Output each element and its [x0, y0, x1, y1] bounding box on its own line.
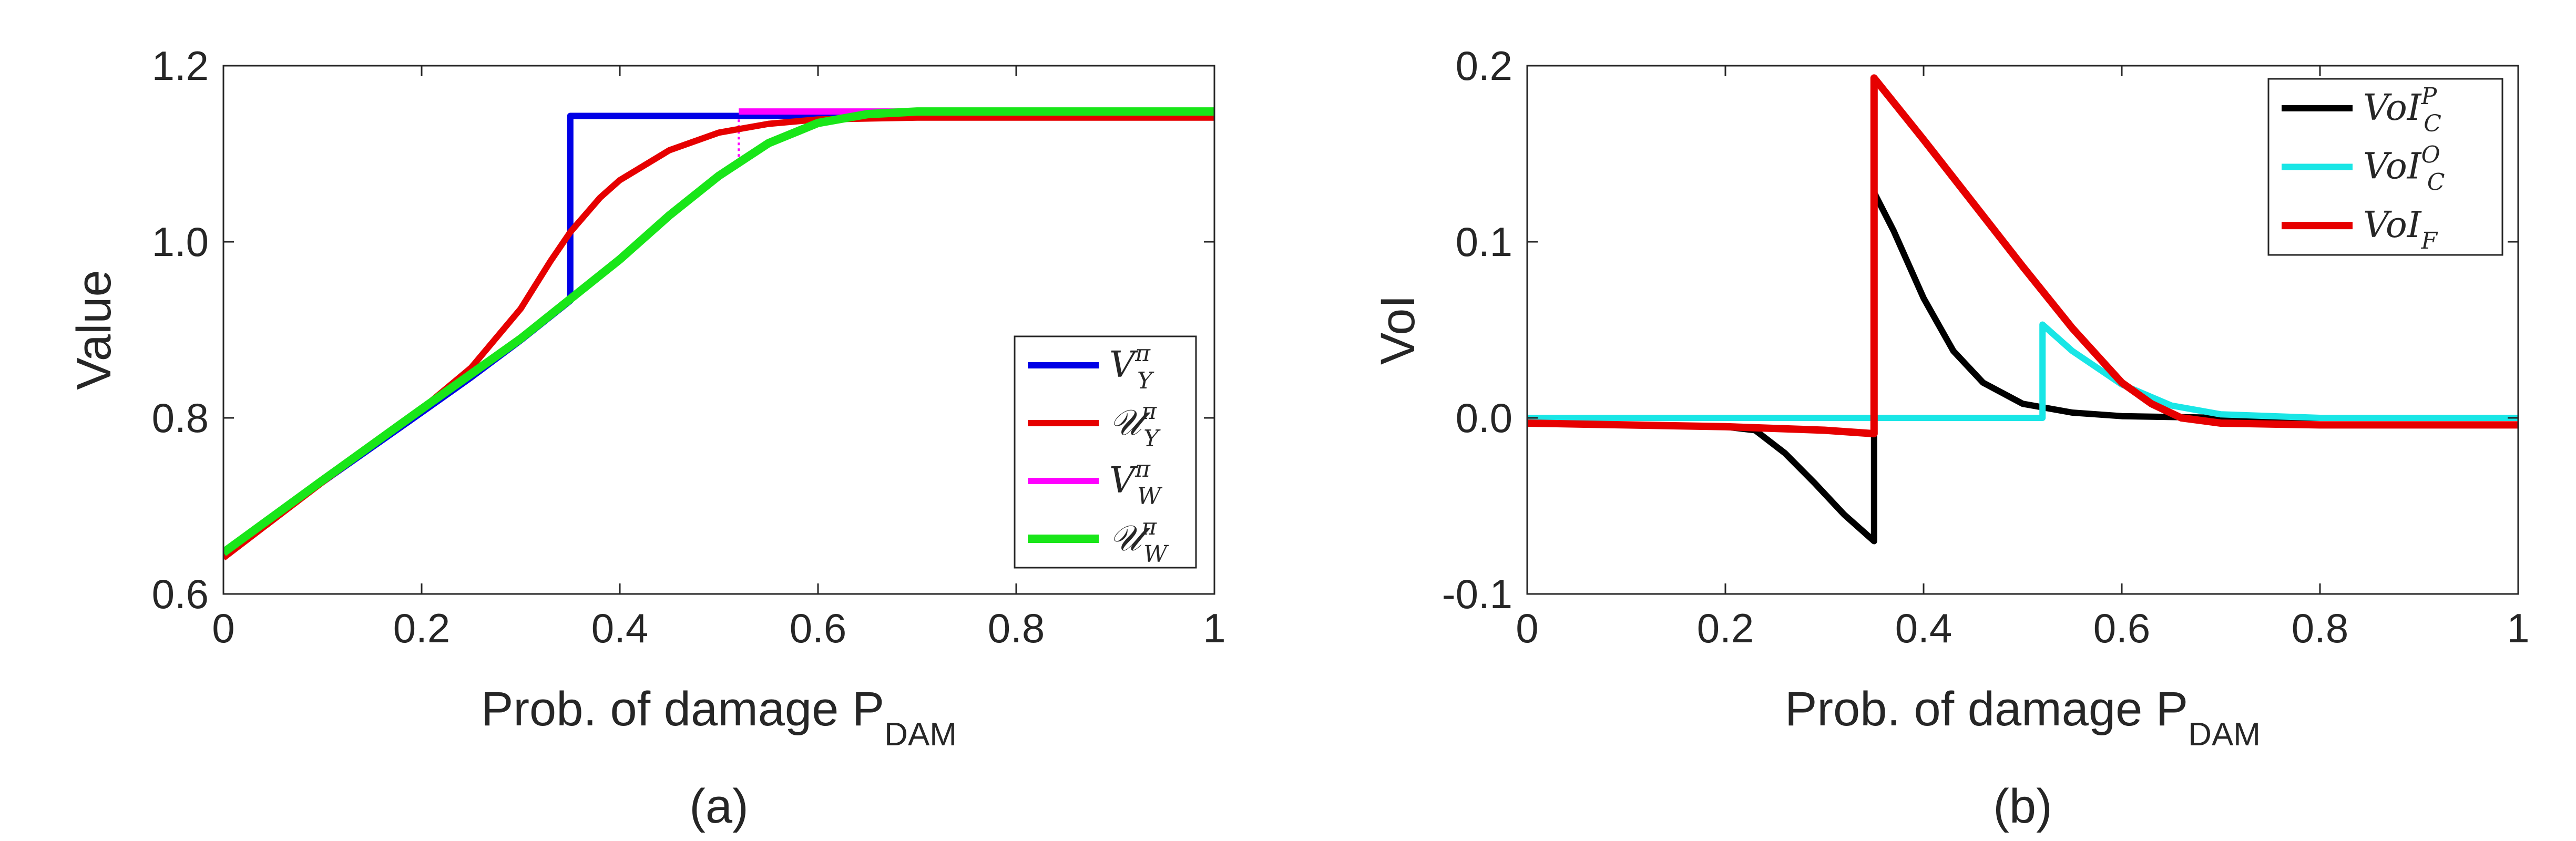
series-line-2	[1527, 321, 2518, 421]
panel-caption: (a)	[689, 780, 748, 833]
x-tick-label: 1	[1203, 605, 1225, 651]
x-axis-label: Prob. of damage PDAM	[481, 682, 957, 753]
axes-box	[1526, 65, 2519, 595]
legend-entry-2: VoIO C	[2363, 142, 2445, 196]
y-tick-label: 1.0	[152, 219, 209, 265]
y-tick-label: 1.2	[152, 43, 209, 89]
x-tick-label: 1	[2507, 605, 2529, 651]
axes-box	[222, 65, 1215, 595]
x-tick-label: 0.6	[2093, 605, 2150, 651]
x-tick-label: 0.8	[2292, 605, 2348, 651]
x-tick-label: 0	[212, 605, 234, 651]
legend-entry-3: VoIF	[2363, 204, 2438, 254]
chart-panel-b: 0 0.2 0.4 0.6 0.8 1 -0.1 0.0 0.1 0.2 VoI Prob. of d…	[1371, 43, 2530, 833]
series-line-4	[223, 107, 1214, 556]
y-tick-label: 0.1	[1456, 219, 1512, 265]
y-tick-label: 0.2	[1456, 43, 1512, 89]
x-tick-label: 0.2	[1697, 605, 1754, 651]
legend-entry-4: 𝒰π W	[1109, 514, 1169, 568]
legend-entry-3: Vπ W	[1109, 456, 1163, 510]
x-tick-label: 0.2	[393, 605, 450, 651]
y-tick-label: 0.0	[1456, 395, 1512, 441]
x-tick-label: 0	[1516, 605, 1538, 651]
panel-caption: (b)	[1993, 780, 2052, 833]
legend-entry-1: VoIP C	[2363, 83, 2441, 137]
legend: Vπ Y𝒰π YVπ W𝒰π W	[1014, 335, 1197, 569]
y-axis-label: VoI	[1371, 295, 1425, 365]
x-tick-label: 0.6	[790, 605, 846, 651]
series-group	[223, 107, 1214, 561]
legend-box	[1014, 335, 1197, 569]
series-line-3	[1527, 74, 2518, 438]
legend-entry-1: Vπ Y	[1109, 340, 1154, 394]
y-tick-label: 0.8	[152, 395, 209, 441]
x-tick-label: 0.8	[988, 605, 1045, 651]
x-tick-label: 0.4	[591, 605, 648, 651]
y-axis-label: Value	[67, 270, 121, 389]
x-axis-label: Prob. of damage PDAM	[1785, 682, 2261, 753]
y-tick-label: 0.6	[152, 571, 209, 617]
x-tick-label: 0.4	[1895, 605, 1952, 651]
y-tick-label: -0.1	[1442, 571, 1512, 617]
series-group	[1527, 74, 2518, 545]
chart-panel-a: 0 0.2 0.4 0.6 0.8 1 0.6 0.8 1.0 1.2 Value Prob. of …	[67, 43, 1226, 833]
legend-entry-2: 𝒰π Y	[1109, 398, 1161, 452]
